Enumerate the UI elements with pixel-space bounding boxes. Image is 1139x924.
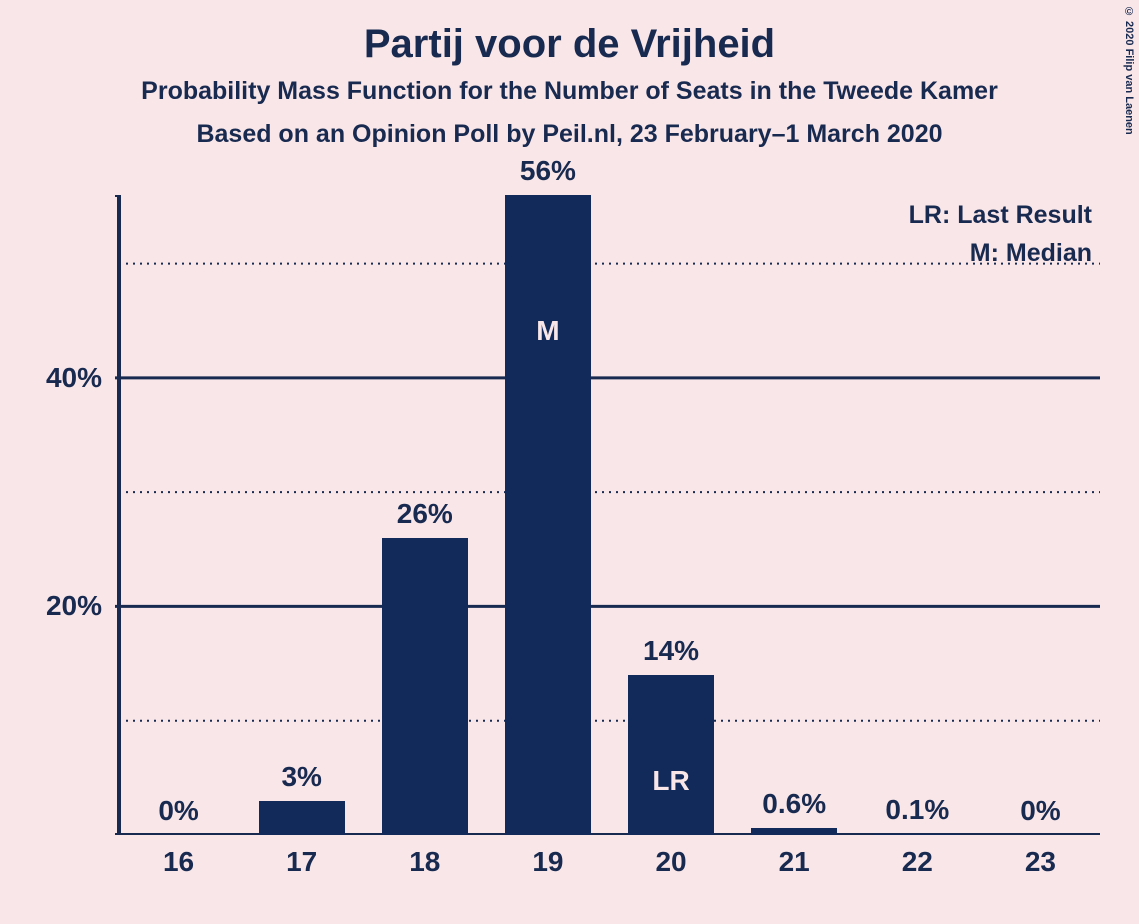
chart-subtitle-2: Based on an Opinion Poll by Peil.nl, 23 …	[0, 120, 1139, 149]
chart-subtitle-1: Probability Mass Function for the Number…	[0, 77, 1139, 106]
bar-value-label: 0%	[980, 795, 1100, 827]
chart-bar	[382, 538, 468, 835]
x-tick-label: 21	[779, 846, 810, 878]
bar-value-label: 0.1%	[857, 794, 977, 826]
bar-value-label: 56%	[488, 155, 608, 187]
x-tick-label: 17	[286, 846, 317, 878]
x-tick-label: 16	[163, 846, 194, 878]
chart-title: Partij voor de Vrijheid	[0, 22, 1139, 67]
x-tick-label: 18	[409, 846, 440, 878]
median-marker: M	[505, 315, 591, 347]
x-tick-label: 23	[1025, 846, 1056, 878]
chart-bar: LR	[628, 675, 714, 835]
x-tick-label: 22	[902, 846, 933, 878]
chart-bar: M	[505, 195, 591, 835]
copyright-text: © 2020 Filip van Laenen	[1123, 6, 1135, 135]
chart-bar	[751, 828, 837, 835]
chart-bar	[874, 834, 960, 835]
bar-value-label: 26%	[365, 498, 485, 530]
chart-bars: 0%3%26%M56%LR14%0.6%0.1%0%	[115, 195, 1100, 835]
bar-value-label: 0%	[119, 795, 239, 827]
bar-value-label: 0.6%	[734, 788, 854, 820]
chart-bar	[259, 801, 345, 835]
y-tick-label: 40%	[46, 362, 102, 394]
x-tick-label: 20	[655, 846, 686, 878]
bar-value-label: 3%	[242, 761, 362, 793]
chart-plot-area: LR: Last Result M: Median 0%3%26%M56%LR1…	[115, 195, 1100, 835]
bar-value-label: 14%	[611, 635, 731, 667]
last-result-marker: LR	[628, 765, 714, 797]
x-tick-label: 19	[532, 846, 563, 878]
y-tick-label: 20%	[46, 590, 102, 622]
